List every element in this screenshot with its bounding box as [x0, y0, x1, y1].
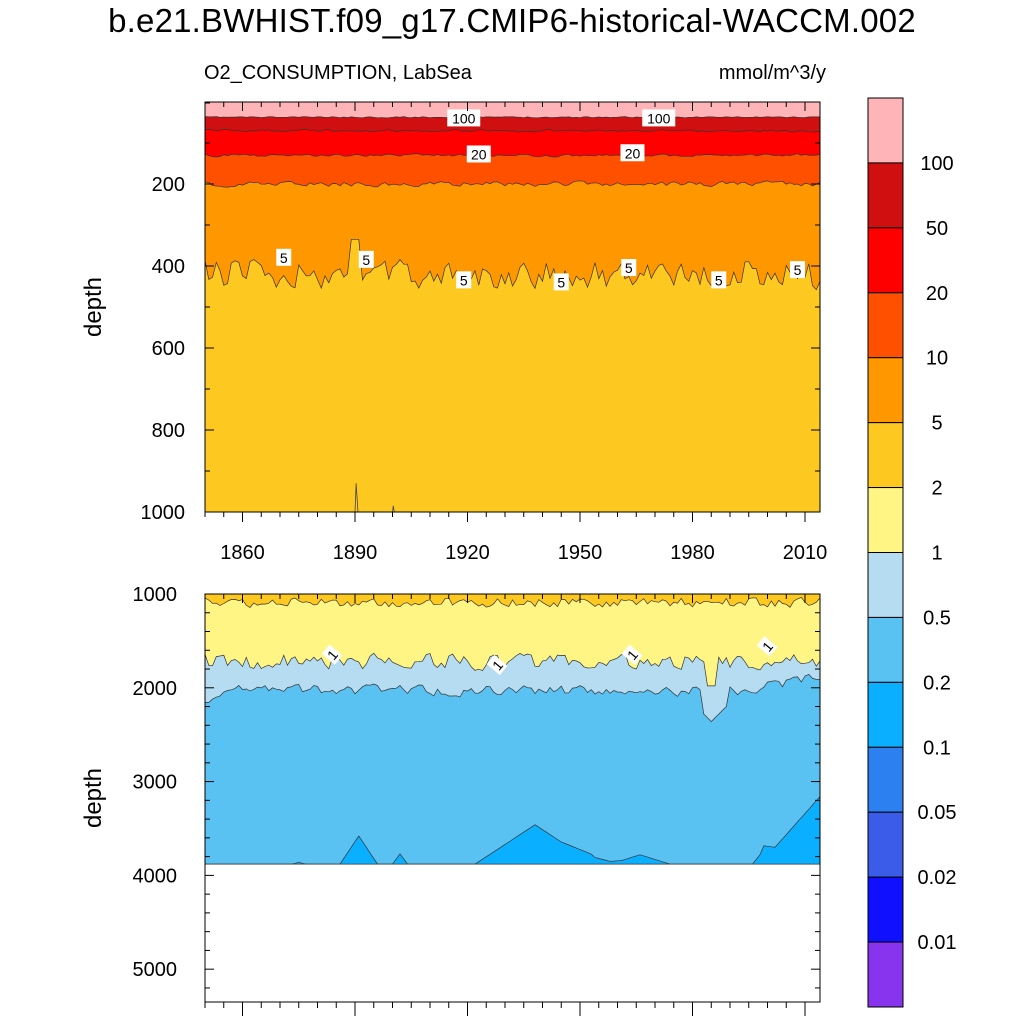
colorbar-swatch [867, 552, 904, 618]
colorbar-swatch [867, 811, 904, 878]
colorbar-swatch [867, 941, 904, 1008]
x-tick-label: 1860 [220, 542, 265, 564]
contour-line-lower-2 [204, 673, 821, 723]
colorbar-label: 100 [920, 153, 953, 175]
y-tick-label: 4000 [133, 865, 178, 887]
contour-line-upper-3 [204, 180, 821, 188]
colorbar-label: 5 [931, 413, 942, 435]
colorbar-label: 2 [931, 478, 942, 500]
x-tick-label: 1920 [445, 542, 490, 564]
contour-line-lower-0 [204, 596, 821, 608]
contour-label-box [276, 248, 292, 266]
x-tick-label: 2010 [783, 542, 828, 564]
colorbar-label: 0.1 [923, 737, 951, 759]
contour-label: 5 [460, 272, 468, 288]
band-1-2 [205, 597, 820, 686]
x-tick-label: 1890 [333, 542, 378, 564]
band-10-20 [205, 153, 820, 188]
colorbar-swatch [867, 746, 904, 813]
contour-line-upper-0 [204, 116, 820, 119]
contour-label-box [621, 259, 637, 277]
panel2-frame [204, 593, 821, 1003]
colorbar-swatch [867, 292, 904, 359]
contour-label-box [711, 271, 727, 289]
contour-label: 5 [362, 252, 370, 268]
colorbar-swatch [867, 357, 904, 424]
band-above-100 [205, 102, 820, 118]
y-tick-label: 200 [152, 174, 185, 196]
contour-label: 5 [715, 272, 723, 288]
units-label: mmol/m^3/y [718, 62, 826, 84]
band-2-5 [205, 594, 820, 608]
contour-label-box [790, 261, 805, 279]
contour-label: 100 [452, 110, 476, 126]
colorbar-label: 1 [931, 543, 942, 565]
colorbar-swatch [867, 97, 904, 164]
contour-line-upper-1 [204, 129, 821, 133]
y-tick-label: 400 [152, 256, 185, 278]
colorbar-label: 0.2 [923, 672, 951, 694]
contour-line-lower-1 [204, 652, 821, 687]
y-tick-label: 5000 [133, 959, 178, 981]
colorbar-swatch [867, 487, 904, 554]
colorbar-swatch [867, 876, 904, 943]
contour-line-upper-2 [204, 153, 821, 158]
band-02-05 [205, 674, 820, 865]
contour-label: 100 [647, 110, 671, 126]
colorbar-swatch [867, 616, 904, 683]
contour-label: 5 [625, 260, 633, 276]
contour-spike [354, 483, 359, 513]
colorbar-swatch [867, 422, 904, 489]
y-tick-label: 3000 [133, 772, 178, 794]
contour-label-box [620, 144, 645, 162]
contour-label-box [358, 250, 374, 268]
colorbar-label: 0.05 [918, 802, 957, 824]
y-axis-title: depth [80, 277, 107, 337]
colorbar-label: 0.02 [918, 867, 957, 889]
variable-region-label: O2_CONSUMPTION, LabSea [204, 62, 472, 84]
x-tick-label: 1950 [558, 542, 603, 564]
colorbar-label: 0.01 [918, 932, 957, 954]
y-axis-title: depth [80, 768, 107, 828]
contour-label-box [466, 145, 491, 163]
colorbar-swatch [867, 681, 904, 748]
y-tick-label: 600 [152, 338, 185, 360]
contour-label: 5 [794, 262, 802, 278]
contour-label-box [642, 109, 676, 127]
x-tick-label: 1980 [670, 542, 715, 564]
contour-label-box [756, 636, 778, 657]
colorbar-swatch [867, 162, 904, 229]
contour-label-box [621, 644, 643, 665]
contour-label: 5 [280, 250, 288, 266]
colorbar-label: 0.5 [923, 607, 951, 629]
figure-title: b.e21.BWHIST.f09_g17.CMIP6-historical-WA… [108, 2, 916, 39]
y-tick-label: 1000 [133, 584, 178, 606]
contour-label-box [321, 644, 343, 665]
colorbar-label: 20 [926, 283, 948, 305]
contour-label: 20 [625, 145, 641, 161]
contour-label-box [456, 271, 472, 289]
band-5-10 [205, 180, 820, 290]
band-05-1 [205, 652, 820, 722]
band-01-02 [205, 796, 820, 865]
y-tick-label: 1000 [141, 502, 186, 524]
band-50-100 [205, 116, 820, 132]
colorbar-swatch [867, 227, 904, 294]
contour-label-box [486, 654, 508, 676]
contour-label-box [447, 109, 481, 127]
contour-label-box [553, 273, 569, 291]
colorbar-label: 50 [926, 218, 948, 240]
contour-label: 20 [471, 146, 487, 162]
contour-spike [392, 505, 395, 513]
y-tick-label: 800 [152, 420, 185, 442]
contour-label: 5 [557, 274, 565, 290]
colorbar-label: 10 [926, 348, 948, 370]
seafloor-mask [205, 864, 820, 1002]
band-20-50 [205, 129, 820, 157]
y-tick-label: 2000 [133, 678, 178, 700]
